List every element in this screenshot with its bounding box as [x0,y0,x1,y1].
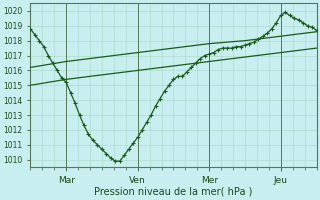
X-axis label: Pression niveau de la mer( hPa ): Pression niveau de la mer( hPa ) [94,187,252,197]
